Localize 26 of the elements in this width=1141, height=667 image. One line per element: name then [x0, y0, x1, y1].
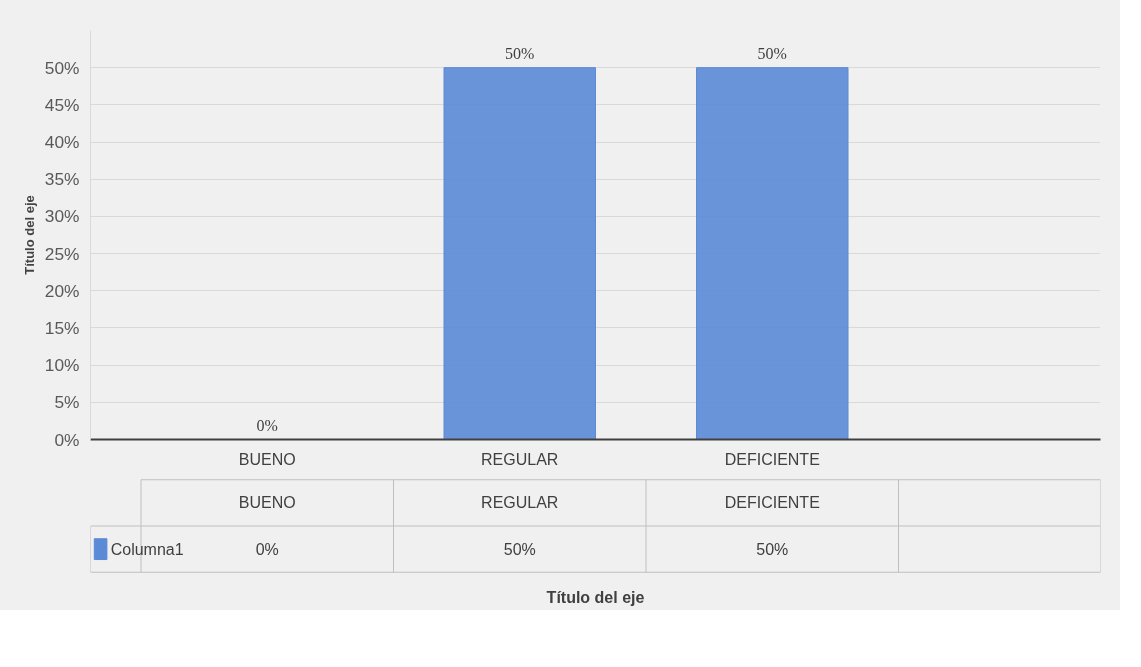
text: 50%	[757, 44, 787, 62]
x-tick-label: BUENO	[238, 450, 296, 468]
y-tick-label: 35%	[44, 169, 80, 190]
y-tick-label: 30%	[44, 206, 80, 227]
y-tick-label: 20%	[44, 280, 80, 301]
y-tick-label: 10%	[44, 355, 80, 376]
category-label: BUENO	[238, 494, 296, 512]
text: 50%	[505, 44, 535, 62]
y-tick-label: 45%	[44, 94, 80, 115]
y-tick-label: 25%	[44, 243, 80, 264]
y-axis-title: Título del eje	[21, 195, 37, 275]
category-label: REGULAR	[481, 494, 559, 512]
text: 0%	[256, 416, 278, 434]
category-label: DEFICIENTE	[724, 494, 820, 512]
x-tick-label: REGULAR	[481, 450, 559, 468]
legend-label: Columna1	[110, 540, 184, 558]
x-tick-label: DEFICIENTE	[724, 450, 820, 468]
y-tick-label: 0%	[54, 429, 80, 450]
data-label: 50%	[756, 540, 789, 558]
y-tick-label: 50%	[44, 57, 80, 78]
y-tick-label: 15%	[44, 317, 80, 338]
text: Título del eje	[546, 588, 645, 606]
y-tick-label: 40%	[44, 132, 80, 153]
y-tick-label: 5%	[54, 392, 80, 413]
data-label: 50%	[503, 540, 536, 558]
data-label: 0%	[255, 540, 279, 558]
